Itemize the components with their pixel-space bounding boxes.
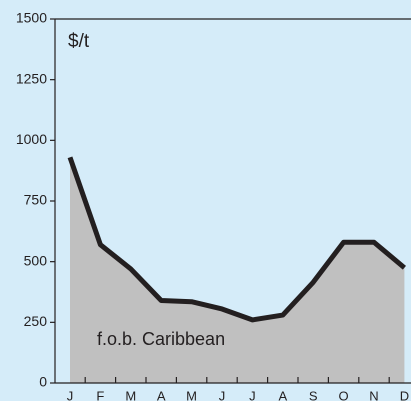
x-tick-label: N bbox=[369, 388, 378, 401]
x-tick-label: S bbox=[309, 388, 318, 401]
x-tick-label: A bbox=[278, 388, 287, 401]
series-label: f.o.b. Caribbean bbox=[97, 329, 225, 349]
x-tick-label: M bbox=[186, 388, 197, 401]
y-tick-label: 1250 bbox=[16, 70, 47, 86]
x-tick-label: J bbox=[67, 388, 74, 401]
y-tick-label: 250 bbox=[24, 313, 48, 329]
x-tick-label: J bbox=[249, 388, 256, 401]
y-tick-label: 500 bbox=[24, 252, 48, 268]
x-tick-label: D bbox=[400, 388, 409, 401]
x-tick-label: A bbox=[157, 388, 166, 401]
y-tick-label: 750 bbox=[24, 192, 48, 208]
x-tick-label: O bbox=[339, 388, 349, 401]
y-tick-label: 1500 bbox=[16, 10, 47, 26]
x-tick-label: J bbox=[219, 388, 226, 401]
area bbox=[70, 157, 405, 383]
x-tick-label: F bbox=[96, 388, 104, 401]
line bbox=[67, 156, 407, 323]
x-tick-label: M bbox=[125, 388, 136, 401]
y-axis-label: $/t bbox=[68, 31, 90, 52]
y-tick-label: 0 bbox=[39, 374, 47, 390]
y-tick-label: 1000 bbox=[16, 131, 47, 147]
